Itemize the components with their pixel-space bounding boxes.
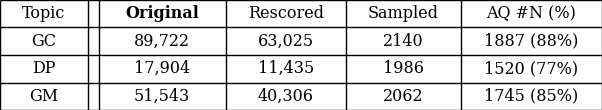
Text: Sampled: Sampled <box>368 5 439 22</box>
Text: Rescored: Rescored <box>248 5 324 22</box>
Text: 1887 (88%): 1887 (88%) <box>484 33 579 50</box>
Text: GM: GM <box>29 88 58 105</box>
Text: 2140: 2140 <box>383 33 424 50</box>
Text: 2062: 2062 <box>383 88 424 105</box>
Text: AQ #N (%): AQ #N (%) <box>486 5 576 22</box>
Text: 1520 (77%): 1520 (77%) <box>484 60 579 77</box>
Text: 40,306: 40,306 <box>258 88 314 105</box>
Text: 11,435: 11,435 <box>258 60 314 77</box>
Text: Original: Original <box>125 5 199 22</box>
Text: 1745 (85%): 1745 (85%) <box>484 88 579 105</box>
Text: 63,025: 63,025 <box>258 33 314 50</box>
Text: 51,543: 51,543 <box>134 88 190 105</box>
Text: 89,722: 89,722 <box>134 33 190 50</box>
Text: Topic: Topic <box>22 5 66 22</box>
Text: 17,904: 17,904 <box>134 60 190 77</box>
Text: GC: GC <box>31 33 57 50</box>
Text: DP: DP <box>32 60 56 77</box>
Text: 1986: 1986 <box>383 60 424 77</box>
